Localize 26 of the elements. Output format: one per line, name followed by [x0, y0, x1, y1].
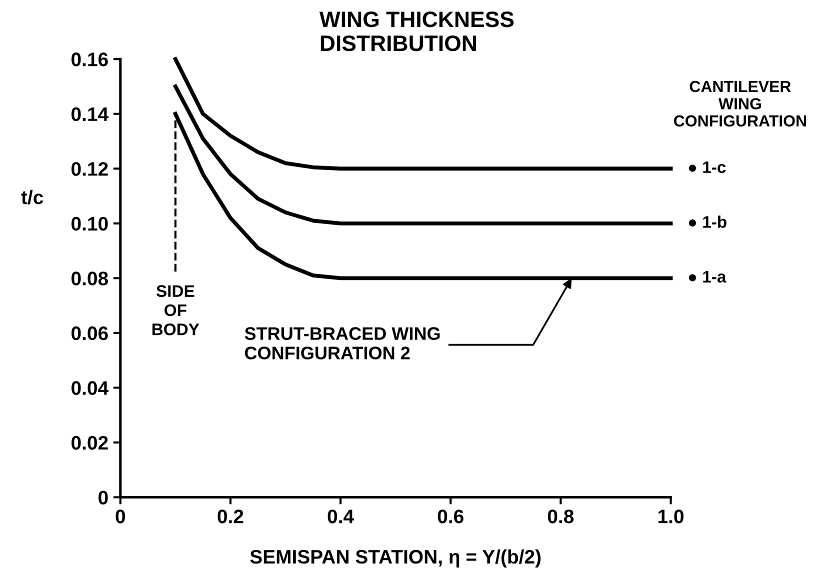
y-tick-label: 0.02: [72, 436, 108, 450]
y-tick-label: 0.12: [72, 162, 108, 176]
x-tick-label: 1.0: [658, 510, 684, 524]
y-tick-label: 0.04: [72, 381, 108, 395]
line-series: [173, 57, 673, 171]
chart-title: WING THICKNESS DISTRIBUTION: [319, 12, 514, 52]
y-tick-label: 0.08: [72, 272, 108, 286]
x-tick-label: 0.6: [438, 510, 464, 524]
x-tick-label: 0.4: [328, 510, 354, 524]
series-label: ● 1-c: [688, 161, 726, 174]
legend-title: CANTILEVER WING CONFIGURATION: [674, 80, 806, 127]
y-tick-label: 0.06: [72, 326, 108, 340]
annotation: STRUT-BRACED WING CONFIGURATION 2: [244, 327, 440, 360]
y-axis-title: t/c: [21, 190, 44, 204]
y-tick-label: 0.16: [72, 52, 108, 66]
x-tick-label: 0.8: [548, 510, 574, 524]
x-tick-label: 0.2: [218, 510, 244, 524]
ref-line-label: SIDE OF BODY: [152, 285, 200, 336]
series-label: ● 1-a: [688, 271, 726, 283]
y-tick-label: 0.14: [72, 107, 108, 122]
y-tick-label: 0.10: [72, 216, 108, 231]
x-tick-label: 0: [116, 510, 126, 524]
x-axis-title: SEMISPAN STATION, η = Y/(b/2): [250, 549, 541, 568]
series-label: ● 1-b: [688, 216, 726, 228]
y-tick-label: 0: [98, 490, 108, 504]
line-series: [173, 84, 673, 226]
